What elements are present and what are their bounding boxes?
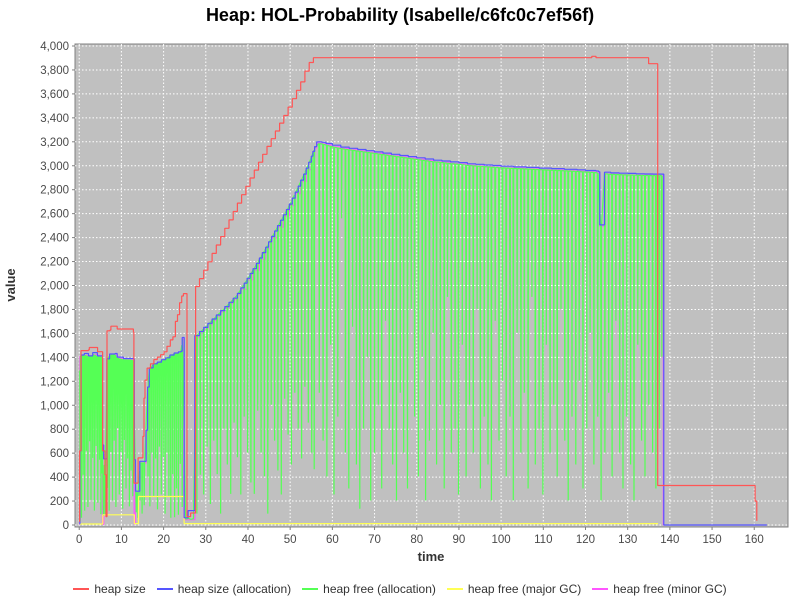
legend-item: heap free (minor GC)	[592, 582, 727, 596]
x-tick-label: 120	[576, 534, 595, 546]
legend-item: heap free (major GC)	[446, 582, 582, 596]
y-tick-label: 2,400	[40, 233, 69, 245]
chart-title: Heap: HOL-Probability (Isabelle/c6fc0c7e…	[205, 5, 595, 25]
x-tick-label: 60	[326, 534, 339, 546]
x-tick-label: 0	[76, 534, 82, 546]
y-tick-label: 2,600	[40, 209, 69, 221]
y-tick-label: 1,000	[40, 400, 69, 412]
x-tick-label: 70	[368, 534, 381, 546]
y-tick-label: 3,400	[40, 113, 69, 125]
x-tick-label: 130	[618, 534, 637, 546]
legend-line-swatch-icon	[302, 588, 319, 590]
legend-label: heap free (allocation)	[323, 582, 436, 596]
x-tick-label: 80	[410, 534, 423, 546]
y-tick-label: 1,400	[40, 352, 69, 364]
x-tick-label: 10	[115, 534, 128, 546]
x-tick-label: 40	[242, 534, 255, 546]
y-tick-label: 0	[63, 520, 69, 532]
legend-label: heap size (allocation)	[177, 582, 292, 596]
y-tick-label: 2,200	[40, 257, 69, 269]
y-tick-label: 400	[50, 472, 69, 484]
legend-line-swatch-icon	[156, 588, 173, 590]
y-tick-label: 3,600	[40, 89, 69, 101]
y-tick-label: 600	[50, 448, 69, 460]
x-tick-label: 20	[157, 534, 170, 546]
y-tick-label: 2,800	[40, 185, 69, 197]
y-tick-label: 800	[50, 424, 69, 436]
x-tick-label: 150	[702, 534, 721, 546]
x-tick-label: 100	[492, 534, 511, 546]
x-tick-label: 140	[660, 534, 679, 546]
y-tick-label: 4,000	[40, 41, 69, 53]
x-tick-label: 90	[453, 534, 466, 546]
y-tick-label: 3,200	[40, 137, 69, 149]
x-tick-label: 50	[284, 534, 297, 546]
y-tick-label: 1,800	[40, 304, 69, 316]
y-axis-title: value	[3, 268, 18, 301]
y-tick-label: 200	[50, 496, 69, 508]
x-axis-title: time	[418, 549, 445, 564]
x-tick-label: 110	[534, 534, 552, 546]
legend-line-swatch-icon	[73, 588, 90, 590]
legend-label: heap free (minor GC)	[613, 582, 727, 596]
y-tick-label: 2,000	[40, 281, 69, 293]
legend-label: heap size	[94, 582, 146, 596]
x-tick-label: 160	[745, 534, 764, 546]
series-heap-size-allocation	[79, 141, 767, 526]
y-tick-label: 1,600	[40, 328, 69, 340]
legend-item: heap free (allocation)	[302, 582, 436, 596]
legend: heap size heap size (allocation) heap free…	[0, 582, 800, 596]
legend-item: heap size	[73, 582, 146, 596]
y-tick-label: 1,200	[40, 376, 69, 388]
legend-label: heap free (major GC)	[467, 582, 582, 596]
y-tick-label: 3,000	[40, 161, 69, 173]
y-tick-label: 3,800	[40, 65, 69, 77]
legend-item: heap size (allocation)	[156, 582, 292, 596]
x-tick-label: 30	[199, 534, 212, 546]
legend-line-swatch-icon	[446, 588, 463, 590]
plot-area	[74, 43, 789, 528]
series-heap-size	[79, 55, 758, 522]
legend-line-swatch-icon	[592, 588, 609, 590]
